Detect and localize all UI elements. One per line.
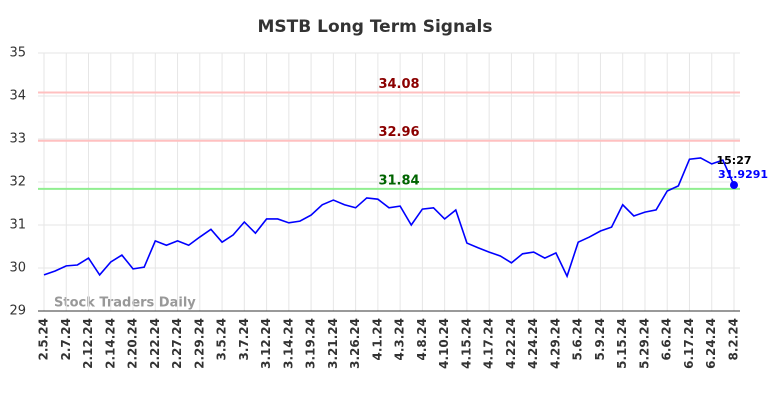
x-tick-label: 4.29.24 xyxy=(548,318,562,369)
x-tick-label: 4.22.24 xyxy=(504,318,518,369)
x-tick-label: 3.12.24 xyxy=(259,318,273,369)
x-tick-label: 2.12.24 xyxy=(81,318,95,369)
y-tick-label: 35 xyxy=(9,46,26,61)
watermark: Stock Traders Daily xyxy=(54,296,196,311)
x-tick-label: 6.24.24 xyxy=(704,318,718,369)
x-tick-label: 5.9.24 xyxy=(593,318,607,361)
x-tick-label: 4.24.24 xyxy=(526,318,540,369)
last-point xyxy=(730,181,738,190)
y-tick-label: 29 xyxy=(9,304,26,319)
x-tick-label: 5.29.24 xyxy=(637,318,651,369)
x-tick-label: 4.3.24 xyxy=(393,318,407,361)
x-tick-label: 4.1.24 xyxy=(370,318,384,361)
reference-label: 32.96 xyxy=(378,125,419,140)
x-tick-label: 5.6.24 xyxy=(571,318,585,361)
last-time-label: 15:27 xyxy=(716,154,751,167)
y-tick-label: 34 xyxy=(9,89,26,104)
x-tick-label: 2.29.24 xyxy=(192,318,206,369)
x-tick-label: 4.8.24 xyxy=(415,318,429,361)
x-tick-label: 4.10.24 xyxy=(437,318,451,369)
x-tick-label: 6.17.24 xyxy=(682,318,696,369)
chart-title: MSTB Long Term Signals xyxy=(258,17,493,37)
x-tick-label: 2.7.24 xyxy=(59,318,73,361)
x-tick-label: 3.14.24 xyxy=(281,318,295,369)
y-tick-label: 33 xyxy=(9,132,26,147)
x-tick-label: 4.17.24 xyxy=(482,318,496,369)
x-tick-label: 2.27.24 xyxy=(170,318,184,369)
y-tick-label: 32 xyxy=(9,175,26,190)
x-tick-label: 3.7.24 xyxy=(237,318,251,361)
x-tick-label: 2.14.24 xyxy=(103,318,117,369)
x-tick-label: 2.22.24 xyxy=(148,318,162,369)
x-tick-label: 4.15.24 xyxy=(459,318,473,369)
x-tick-label: 2.20.24 xyxy=(126,318,140,369)
reference-label: 31.84 xyxy=(378,173,419,188)
x-tick-label: 3.5.24 xyxy=(215,318,229,361)
x-tick-label: 8.2.24 xyxy=(727,318,741,361)
x-tick-label: 6.6.24 xyxy=(660,318,674,361)
x-tick-label: 3.19.24 xyxy=(304,318,318,369)
last-value-label: 31.9291 xyxy=(718,168,768,181)
price-line xyxy=(43,157,735,279)
x-tick-label: 3.21.24 xyxy=(326,318,340,369)
y-tick-label: 31 xyxy=(9,218,26,233)
y-tick-label: 30 xyxy=(9,261,26,276)
x-tick-label: 3.26.24 xyxy=(348,318,362,369)
x-tick-label: 5.15.24 xyxy=(615,318,629,369)
x-tick-label: 2.5.24 xyxy=(37,318,51,361)
reference-label: 34.08 xyxy=(378,77,419,92)
